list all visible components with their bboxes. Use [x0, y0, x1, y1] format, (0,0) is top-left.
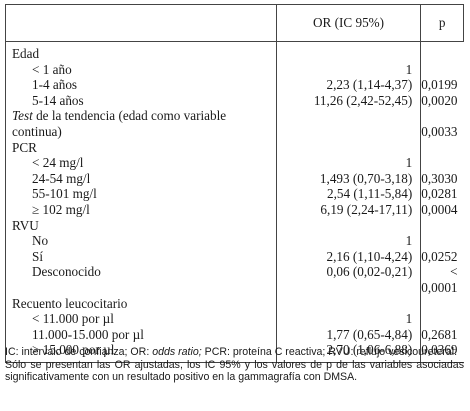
table-row: Edad	[5, 41, 464, 62]
row-p: 0,0004	[421, 201, 458, 217]
row-label: Test de la tendencia (edad como variable…	[5, 108, 277, 140]
row-label: ≥ 102 mg/l	[5, 201, 277, 218]
table-row: Recuento leucocitario	[5, 295, 464, 312]
table-row: No 1	[5, 233, 464, 249]
row-or: 1,77 (0,65-4,84)	[276, 326, 422, 343]
table-row: 11.000-15.000 por µl 1,77 (0,65-4,84) 0,…	[5, 326, 464, 343]
table-row: PCR	[5, 139, 464, 156]
or-header: OR (IC 95%)	[275, 4, 422, 42]
abbrev-part-b: odds ratio;	[152, 346, 202, 358]
adjusted-note: Sólo se presentan las OR ajustadas, los …	[5, 358, 464, 384]
row-p: 0,0281	[421, 186, 458, 202]
row-p: 0,0369	[420, 342, 464, 363]
row-or: 11,26 (2,42-52,45)	[276, 92, 422, 109]
row-label: Edad	[5, 41, 277, 62]
row-or: 1	[276, 311, 422, 327]
table-footnotes: IC: intervalo de confianza; OR: odds rat…	[5, 346, 464, 384]
row-p	[421, 140, 464, 156]
table-row: Sí 2,16 (1,10-4,24) 0,0252	[5, 248, 464, 265]
row-or: 1	[276, 155, 422, 171]
row-p: 0,2681	[421, 326, 458, 342]
row-p	[421, 62, 464, 78]
row-or	[276, 139, 422, 156]
row-p: < 0,0001	[421, 264, 458, 295]
table-row: 1-4 años 2,23 (1,14-4,37) 0,0199	[5, 77, 464, 93]
table-row: < 11.000 por µl 1	[5, 311, 464, 327]
table-header-row: OR (IC 95%) p	[5, 4, 464, 42]
row-or: 2,54 (1,11-5,84)	[276, 186, 422, 202]
row-p: 0,3030	[421, 170, 458, 186]
row-p: 0,0199	[421, 77, 458, 93]
row-or: 1	[276, 61, 422, 78]
row-p	[421, 311, 464, 327]
row-label: 1-4 años	[5, 77, 277, 93]
row-or: 2,23 (1,14-4,37)	[276, 77, 422, 93]
row-label: < 24 mg/l	[5, 155, 277, 171]
row-or: 2,16 (1,10-4,24)	[276, 248, 422, 265]
table-row: Test de la tendencia (edad como variable…	[5, 108, 464, 140]
row-p: 0,0033	[421, 123, 458, 139]
variable-header	[5, 4, 277, 42]
odds-ratio-table: OR (IC 95%) p Edad < 1 año 1 1-4 años 2,…	[5, 4, 464, 363]
abbreviations-note: IC: intervalo de confianza; OR: odds rat…	[5, 346, 464, 359]
table-row: < 1 año 1	[5, 61, 464, 78]
row-label: < 1 año	[5, 61, 277, 78]
table-row: 55-101 mg/l 2,54 (1,11-5,84) 0,0281	[5, 186, 464, 202]
trend-label-rest: de la tendencia (edad como variable cont…	[12, 108, 227, 139]
row-or: 6,19 (2,24-17,11)	[276, 201, 422, 218]
row-label: 5-14 años	[5, 92, 277, 109]
row-label: 55-101 mg/l	[5, 186, 277, 202]
table-row: Desconocido 0,06 (0,02-0,21) < 0,0001	[5, 264, 464, 296]
row-label: < 11.000 por µl	[5, 311, 277, 327]
row-label: Recuento leucocitario	[5, 295, 277, 312]
row-or: 2,70 (1,06-6,88)	[276, 342, 422, 363]
row-or	[276, 108, 422, 140]
row-p	[421, 155, 464, 171]
table-row: 5-14 años 11,26 (2,42-52,45) 0,0020	[5, 92, 464, 109]
table-row: RVU	[5, 217, 464, 234]
row-or: 1	[276, 233, 422, 249]
table-row: ≥ 102 mg/l 6,19 (2,24-17,11) 0,0004	[5, 201, 464, 218]
row-p	[421, 233, 464, 249]
row-p	[421, 296, 464, 312]
row-label: PCR	[5, 139, 277, 156]
row-or: 1,493 (0,70-3,18)	[276, 170, 422, 187]
abbrev-part-c: PCR: proteína C reactiva; RVU: reflujo v…	[201, 346, 458, 358]
p-header: p	[420, 4, 464, 42]
row-label: 11.000-15.000 por µl	[5, 326, 277, 343]
row-label: 24-54 mg/l	[5, 170, 277, 187]
row-label: No	[5, 233, 277, 249]
row-p: 0,0252	[421, 248, 458, 264]
table-row: < 24 mg/l 1	[5, 155, 464, 171]
row-p	[421, 42, 464, 62]
row-p: 0,0020	[421, 92, 458, 108]
row-label: Desconocido	[5, 264, 277, 296]
table-row: > 15.000 por µl 2,70 (1,06-6,88) 0,0369	[5, 342, 464, 363]
row-label: RVU	[5, 217, 277, 234]
row-label: Sí	[5, 248, 277, 265]
table-row: 24-54 mg/l 1,493 (0,70-3,18) 0,3030	[5, 170, 464, 187]
abbrev-part-a: IC: intervalo de confianza; OR:	[5, 346, 153, 358]
row-or	[276, 217, 422, 234]
row-p	[421, 218, 464, 234]
row-label: > 15.000 por µl	[5, 342, 277, 363]
trend-label-italic: Test	[12, 108, 33, 124]
row-or	[276, 41, 422, 62]
row-or	[276, 295, 422, 312]
row-or: 0,06 (0,02-0,21)	[276, 264, 422, 296]
